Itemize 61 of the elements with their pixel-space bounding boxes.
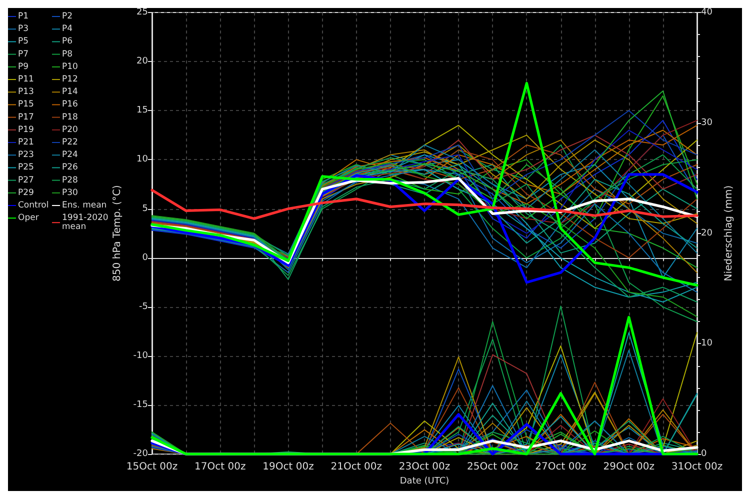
y2-tick-label: 20: [701, 228, 713, 238]
x-tick-label: 31Oct 00z: [671, 462, 723, 473]
legend-label: P12: [62, 74, 78, 84]
y-tick-label: 5: [142, 204, 148, 214]
legend-label: P25: [18, 162, 34, 173]
legend-label: P11: [18, 74, 34, 84]
legend-label: P3: [18, 24, 29, 34]
legend-label: P2: [62, 12, 73, 22]
y2-tick-label: 30: [701, 118, 713, 128]
legend-label: P28: [62, 175, 78, 186]
legend-label: P8: [62, 49, 73, 60]
y2-axis-title: Niederschlag (mm): [724, 185, 734, 282]
legend-label: P6: [62, 36, 73, 47]
y-tick-label: -15: [133, 400, 148, 410]
legend-label: P23: [18, 150, 34, 160]
x-axis-title: Date (UTC): [400, 476, 450, 486]
legend-label: P26: [62, 162, 78, 173]
legend-label: P19: [18, 124, 34, 135]
y-tick-label: -10: [133, 350, 148, 361]
legend-label: P29: [18, 188, 34, 198]
legend-label: P5: [18, 36, 29, 47]
y-axis-title: 850 hPa Temp. (°C): [112, 185, 123, 282]
x-tick-label: 23Oct 00z: [398, 462, 450, 473]
y-tick-label: 20: [136, 56, 148, 67]
y2-tick-label: 40: [701, 8, 713, 18]
legend-label: P21: [18, 138, 34, 148]
legend-label: P9: [18, 62, 29, 72]
y-tick-label: 25: [136, 8, 148, 18]
legend-label: P16: [62, 100, 78, 110]
legend-label: P10: [62, 62, 78, 72]
y-tick-label: 15: [136, 106, 148, 116]
y2-tick-label: 10: [701, 338, 713, 349]
legend-label: P22: [62, 138, 78, 148]
legend-label: 1991-2020 mean: [62, 213, 112, 232]
x-tick-label: 15Oct 00z: [126, 462, 178, 473]
legend-label: P27: [18, 175, 34, 186]
legend-label: P15: [18, 100, 34, 110]
x-tick-label: 21Oct 00z: [330, 462, 382, 473]
y-tick-label: 0: [142, 252, 148, 263]
y-tick-label: -5: [139, 302, 148, 312]
y-tick-label: 10: [136, 154, 148, 165]
y-tick-label: -20: [133, 449, 148, 460]
legend-label: Oper: [18, 213, 40, 224]
legend-label: P17: [18, 112, 34, 122]
x-tick-label: 25Oct 00z: [467, 462, 518, 473]
x-tick-label: 17Oct 00z: [194, 462, 246, 473]
legend-label: P20: [62, 124, 78, 135]
legend-label: Ens. mean: [62, 200, 107, 210]
legend-label: P1: [18, 12, 29, 22]
legend-label: P4: [62, 24, 73, 34]
legend-label: P30: [62, 188, 78, 198]
legend-label: P18: [62, 112, 78, 122]
legend-label: P14: [62, 87, 78, 98]
x-tick-label: 29Oct 00z: [603, 462, 654, 473]
legend-label: P13: [18, 87, 34, 98]
x-tick-label: 27Oct 00z: [535, 462, 586, 473]
legend-label: P7: [18, 49, 29, 60]
legend-label: P24: [62, 150, 78, 160]
y2-tick-label: 0: [701, 449, 707, 460]
x-tick-label: 19Oct 00z: [262, 462, 314, 473]
legend-label: Control: [18, 200, 49, 210]
